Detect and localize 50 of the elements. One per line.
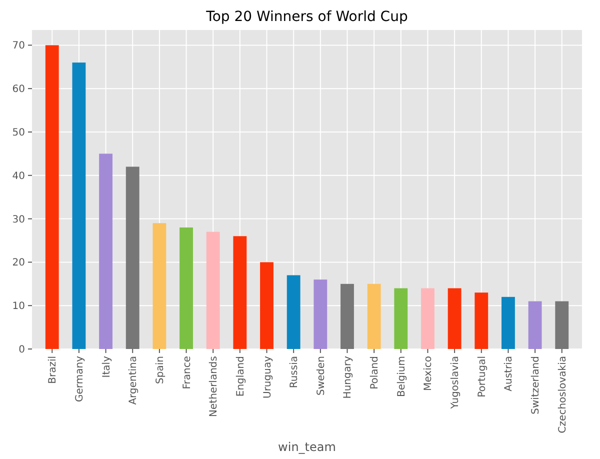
y-tick-label: 20 xyxy=(12,258,25,269)
y-tick-label: 70 xyxy=(12,40,25,52)
bar xyxy=(206,232,220,349)
x-tick-label: Hungary xyxy=(342,356,354,399)
x-tick-label: Italy xyxy=(101,356,112,378)
x-axis-title: win_team xyxy=(278,440,336,454)
x-tick-label: Belgium xyxy=(396,356,408,397)
bar xyxy=(72,62,86,349)
bar xyxy=(314,280,328,349)
x-tick-label: Argentina xyxy=(128,356,140,405)
bar xyxy=(555,301,569,349)
bar xyxy=(260,262,274,349)
y-tick-label: 0 xyxy=(18,344,25,356)
bar xyxy=(421,288,434,349)
x-tick-label: Switzerland xyxy=(530,356,542,414)
y-tick-label: 50 xyxy=(12,127,25,138)
y-tick-label: 40 xyxy=(12,170,25,182)
bar xyxy=(474,292,488,349)
x-tick-label: Spain xyxy=(154,356,166,384)
bar xyxy=(394,288,408,349)
bar xyxy=(502,296,515,349)
bar xyxy=(528,301,542,349)
bar xyxy=(99,154,112,349)
y-tick-label: 60 xyxy=(12,84,25,96)
bar xyxy=(367,284,381,349)
bar xyxy=(180,227,193,349)
x-tick-label: Mexico xyxy=(423,356,434,391)
y-tick-label: 10 xyxy=(12,301,25,312)
x-tick-label: Germany xyxy=(74,356,86,402)
y-tick-label: 30 xyxy=(12,214,25,226)
bar xyxy=(45,45,59,349)
x-tick-label: Sweden xyxy=(316,356,327,396)
x-tick-label: Brazil xyxy=(48,356,59,384)
chart-title: Top 20 Winners of World Cup xyxy=(205,9,408,25)
x-tick-label: England xyxy=(235,356,246,397)
x-tick-label: Netherlands xyxy=(208,356,220,417)
x-tick-label: Portugal xyxy=(476,356,488,398)
x-tick-label: Czechoslovakia xyxy=(557,356,568,434)
bar xyxy=(152,223,166,349)
x-tick-label: Uruguay xyxy=(262,356,274,398)
bar xyxy=(126,166,140,349)
x-tick-label: France xyxy=(182,356,193,390)
bar xyxy=(340,284,354,349)
x-tick-label: Russia xyxy=(289,356,300,388)
bar xyxy=(448,288,462,349)
x-tick-label: Yugoslavia xyxy=(450,356,462,410)
bar xyxy=(233,236,247,349)
x-tick-label: Austria xyxy=(504,356,515,392)
x-tick-label: Poland xyxy=(370,356,381,390)
bar xyxy=(286,275,300,349)
